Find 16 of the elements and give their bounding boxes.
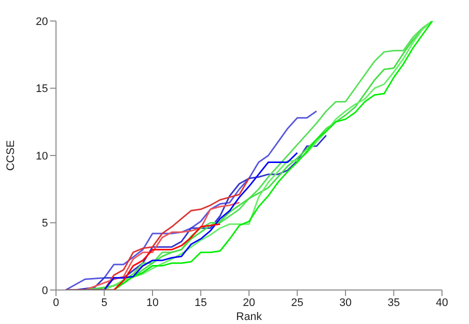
x-tick-label: 10 (146, 296, 159, 309)
x-tick-label: 0 (52, 296, 60, 309)
y-tick-label: 20 (36, 16, 48, 28)
y-tick-label: 10 (36, 150, 48, 162)
x-tick-label: 5 (101, 296, 108, 309)
x-tick-label: 30 (339, 296, 352, 309)
y-tick-label: 15 (36, 83, 48, 96)
y-tick-label: 5 (42, 218, 48, 230)
x-tick-label: 20 (242, 296, 256, 309)
x-axis-title: Rank (236, 311, 262, 323)
x-tick-label: 15 (194, 296, 207, 309)
x-tick-label: 35 (388, 296, 400, 309)
x-tick-label: 25 (291, 296, 304, 309)
y-axis-title: CCSE (4, 140, 17, 171)
y-tick-label: 0 (42, 284, 48, 297)
x-tick-label: 40 (436, 296, 448, 309)
